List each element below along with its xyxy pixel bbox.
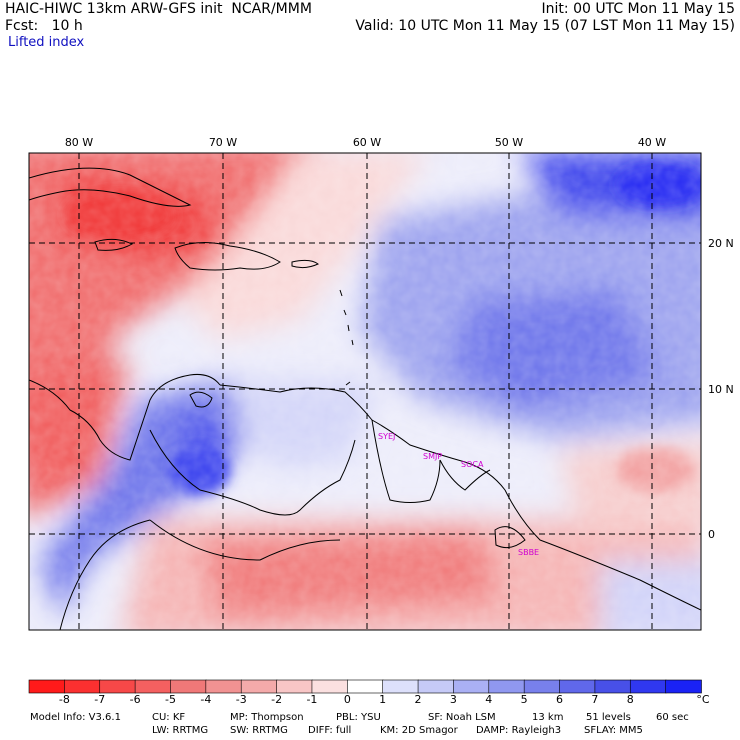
station-label-smjp: SMJP bbox=[423, 452, 442, 461]
colorbar-unit: °C bbox=[696, 693, 710, 706]
resolution: 13 km bbox=[532, 712, 564, 723]
station-label-sbbe: SBBE bbox=[518, 548, 539, 557]
colorbar-tick-label: 7 bbox=[591, 693, 599, 706]
colorbar-swatch bbox=[64, 679, 101, 694]
colorbar-swatch bbox=[417, 679, 455, 694]
colorbar-swatch bbox=[559, 679, 596, 694]
colorbar-tick-label: -7 bbox=[94, 693, 106, 706]
colorbar-tick-label: -5 bbox=[164, 693, 176, 706]
lat-label-10n: 10 N bbox=[708, 383, 734, 396]
colorbar-tick-label: 6 bbox=[556, 693, 564, 706]
graticule bbox=[29, 153, 701, 630]
colorbar-tick-label: 8 bbox=[626, 693, 634, 706]
lat-label-20n: 20 N bbox=[708, 237, 734, 250]
colorbar-tick-label: 0 bbox=[343, 693, 351, 706]
station-label-soca: SOCA bbox=[461, 460, 484, 469]
coastlines bbox=[29, 167, 701, 630]
damp-scheme: DAMP: Rayleigh3 bbox=[476, 725, 562, 736]
valid-time: Valid: 10 UTC Mon 11 May 15 (07 LST Mon … bbox=[355, 18, 735, 34]
colorbar-tick-label: 4 bbox=[485, 693, 493, 706]
shaded-field bbox=[29, 153, 701, 630]
pbl-scheme: PBL: YSU bbox=[336, 712, 381, 723]
colorbar-swatch bbox=[382, 679, 419, 694]
colorbar-tick-label: -2 bbox=[271, 693, 283, 706]
colorbar-swatch bbox=[594, 679, 632, 694]
lat-label-0: 0 bbox=[708, 528, 715, 541]
diff-scheme: DIFF: full bbox=[308, 725, 352, 736]
colorbar-swatch bbox=[170, 679, 207, 694]
field-name: Lifted index bbox=[8, 35, 85, 50]
sflay-scheme: SFLAY: MM5 bbox=[584, 725, 643, 736]
colorbar-swatch bbox=[134, 679, 172, 694]
timestep: 60 sec bbox=[656, 712, 689, 723]
colorbar-tick-label: -8 bbox=[58, 693, 70, 706]
colorbar-swatch bbox=[311, 679, 349, 694]
colorbar-swatch bbox=[276, 679, 313, 694]
lw-scheme: LW: RRTMG bbox=[152, 725, 209, 736]
colorbar-tick-label: 1 bbox=[379, 693, 387, 706]
km-scheme: KM: 2D Smagor bbox=[380, 725, 458, 736]
colorbar-swatch bbox=[240, 679, 278, 694]
sw-scheme: SW: RRTMG bbox=[230, 725, 288, 736]
colorbar-swatch bbox=[523, 679, 561, 694]
colorbar-swatch bbox=[629, 679, 667, 694]
model-title: HAIC-HIWC 13km ARW-GFS init NCAR/MMM bbox=[5, 1, 312, 17]
colorbar-swatch bbox=[99, 679, 136, 694]
colorbar-swatch bbox=[665, 679, 702, 694]
colorbar-tick-label: -4 bbox=[200, 693, 212, 706]
forecast-hour: Fcst: 10 h bbox=[5, 18, 83, 34]
init-time: Init: 00 UTC Mon 11 May 15 bbox=[541, 1, 735, 17]
colorbar-tick-label: 5 bbox=[520, 693, 528, 706]
levels: 51 levels bbox=[586, 712, 631, 723]
lon-label-80w: 80 W bbox=[65, 136, 93, 149]
lon-label-70w: 70 W bbox=[209, 136, 237, 149]
colorbar-tick-label: -6 bbox=[129, 693, 141, 706]
lon-label-50w: 50 W bbox=[495, 136, 523, 149]
mp-scheme: MP: Thompson bbox=[230, 712, 304, 723]
colorbar-swatch bbox=[347, 679, 384, 694]
colorbar-swatch bbox=[28, 679, 66, 694]
colorbar-swatch bbox=[488, 679, 525, 694]
colorbar-tick-label: -3 bbox=[235, 693, 247, 706]
sf-scheme: SF: Noah LSM bbox=[428, 712, 496, 723]
lon-label-40w: 40 W bbox=[638, 136, 666, 149]
colorbar-swatch bbox=[205, 679, 243, 694]
colorbar-tick-label: 2 bbox=[414, 693, 422, 706]
colorbar bbox=[28, 679, 702, 694]
cu-scheme: CU: KF bbox=[152, 712, 186, 723]
colorbar-swatch bbox=[453, 679, 490, 694]
model-info: Model Info: V3.6.1 bbox=[30, 712, 121, 723]
colorbar-tick-label: 3 bbox=[449, 693, 457, 706]
lon-label-60w: 60 W bbox=[353, 136, 381, 149]
map-frame bbox=[28, 152, 702, 631]
station-label-syej: SYEJ bbox=[378, 432, 395, 441]
colorbar-tick-label: -1 bbox=[306, 693, 318, 706]
